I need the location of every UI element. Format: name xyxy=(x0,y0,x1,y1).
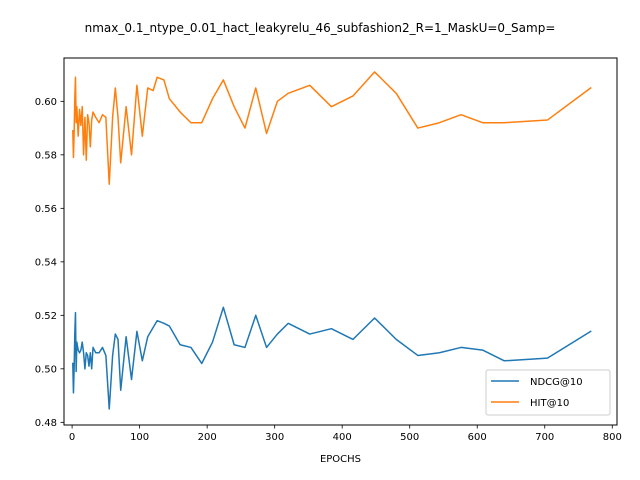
y-tick-label: 0.52 xyxy=(35,311,57,322)
chart-title: nmax_0.1_ntype_0.01_hact_leakyrelu_46_su… xyxy=(85,21,556,35)
y-tick-label: 0.56 xyxy=(35,204,57,215)
x-tick-label: 300 xyxy=(265,432,284,443)
x-tick-label: 100 xyxy=(130,432,149,443)
y-tick-label: 0.48 xyxy=(35,418,57,429)
series-line-1 xyxy=(72,71,592,186)
series-layer xyxy=(72,71,592,410)
x-tick-label: 800 xyxy=(603,432,622,443)
plot-area-frame xyxy=(63,57,618,426)
legend-label-ndcg: NDCG@10 xyxy=(530,377,583,388)
x-tick-label: 400 xyxy=(333,432,352,443)
y-tick-label: 0.50 xyxy=(35,364,57,375)
y-axis: 0.48 0.50 0.52 0.54 0.56 0.58 0.60 xyxy=(35,97,64,429)
y-tick-label: 0.60 xyxy=(35,97,57,108)
legend-label-hit: HIT@10 xyxy=(530,398,569,409)
y-tick-label: 0.58 xyxy=(35,150,57,161)
x-axis-label: EPOCHS xyxy=(320,454,361,465)
x-tick-label: 700 xyxy=(535,432,554,443)
y-tick-label: 0.54 xyxy=(35,257,57,268)
x-tick-label: 600 xyxy=(468,432,487,443)
x-tick-label: 0 xyxy=(69,432,75,443)
x-axis: 0 100 200 300 400 500 600 700 800 xyxy=(69,425,622,443)
x-tick-label: 500 xyxy=(400,432,419,443)
legend: NDCG@10 HIT@10 xyxy=(485,369,611,416)
series-line-0 xyxy=(72,306,592,410)
x-tick-label: 200 xyxy=(198,432,217,443)
